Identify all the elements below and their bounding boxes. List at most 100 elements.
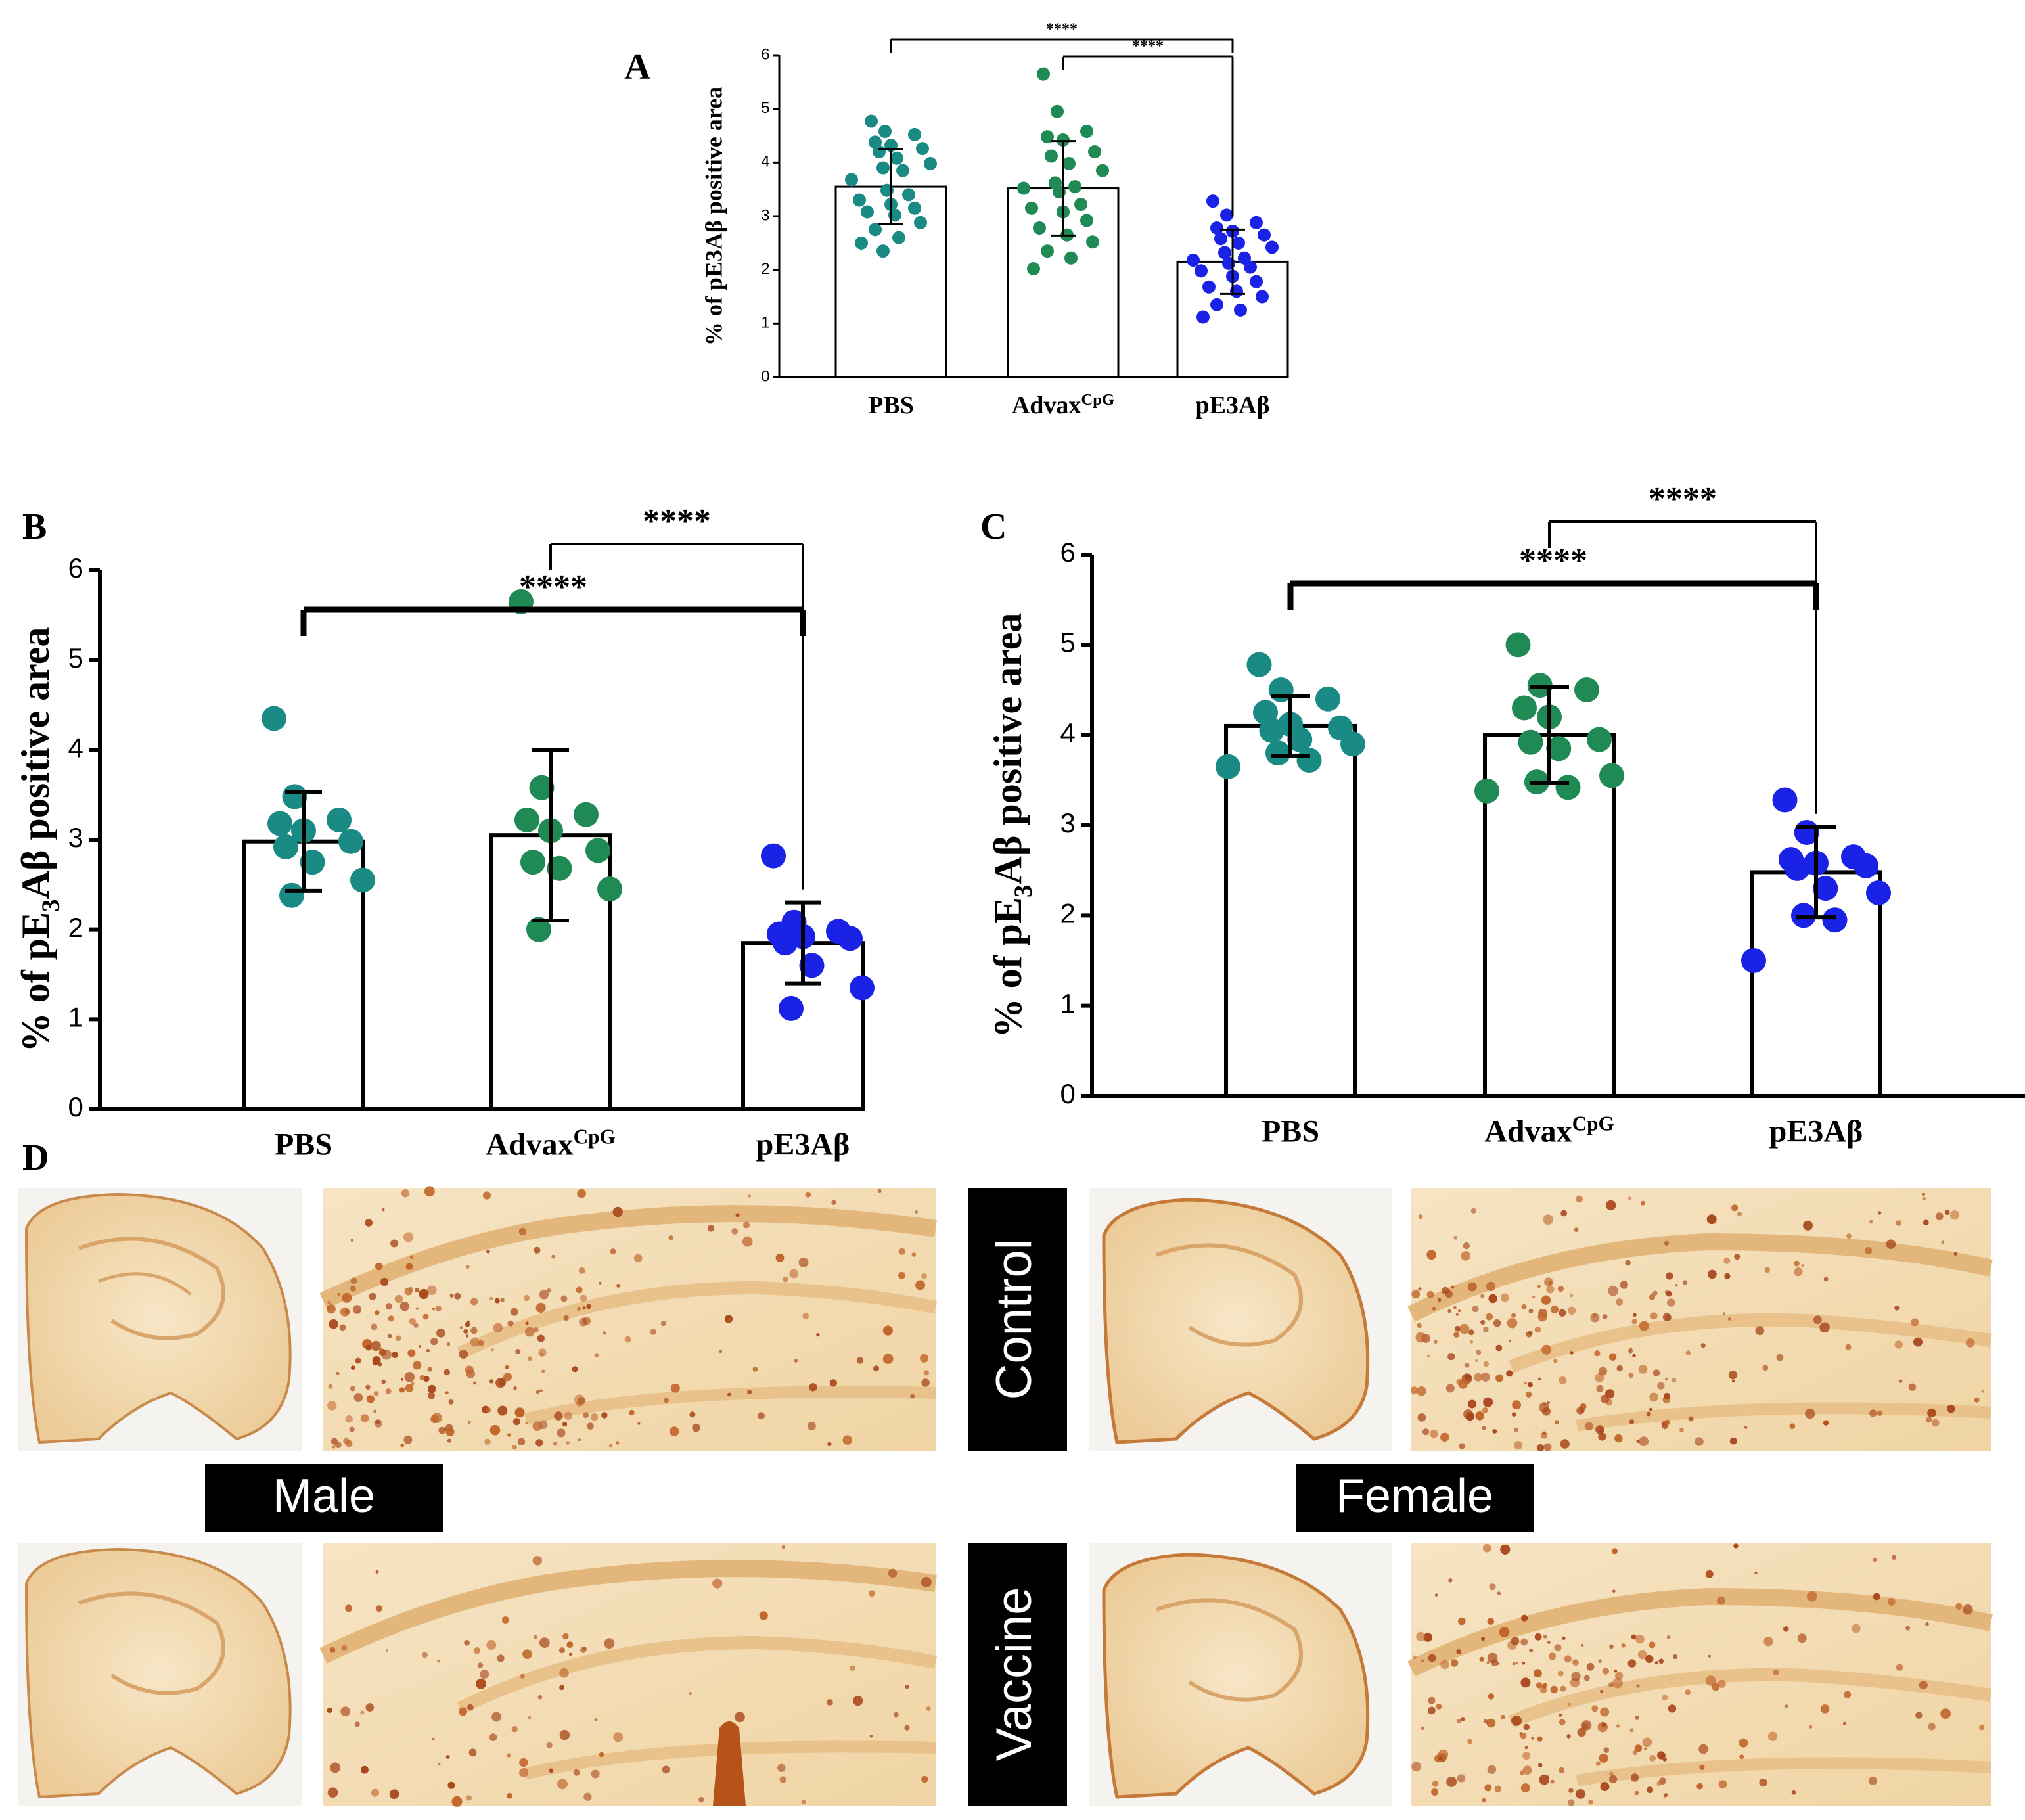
plaque-dot: [532, 1421, 543, 1431]
plaque-dot: [353, 1393, 363, 1402]
plaque-dot: [831, 1200, 836, 1206]
plaque-dot: [1649, 1392, 1658, 1402]
plaque-dot: [361, 1765, 369, 1774]
plaque-dot: [1423, 1633, 1432, 1642]
plaque-dot: [1550, 1779, 1555, 1784]
plaque-dot: [1762, 1365, 1769, 1371]
plaque-dot: [1482, 1798, 1486, 1802]
plaque-dot: [1898, 1379, 1903, 1383]
plaque-dot: [385, 1303, 392, 1310]
plaque-dot: [798, 1257, 809, 1267]
plaque-dot: [445, 1391, 449, 1395]
plaque-dot: [905, 1685, 909, 1689]
plaque-dot: [365, 1219, 373, 1227]
plaque-dot: [1739, 1754, 1744, 1760]
plaque-dot: [535, 1390, 540, 1394]
plaque-dot: [1480, 1372, 1490, 1382]
plaque-dot: [1483, 1361, 1489, 1367]
plaque-dot: [1646, 1411, 1651, 1417]
category-label-text: pE3Aβ: [1769, 1114, 1863, 1149]
plaque-dot: [748, 1194, 751, 1198]
plaque-dot: [1568, 1799, 1575, 1806]
data-point: [1265, 240, 1279, 254]
plaque-dot: [1845, 1344, 1852, 1350]
plaque-dot: [1468, 1399, 1476, 1409]
plaque-dot: [781, 1545, 786, 1549]
plaque-dot: [527, 1356, 532, 1361]
plaque-dot: [1550, 1305, 1559, 1314]
data-point: [547, 855, 572, 881]
plaque-dot: [1791, 1790, 1796, 1795]
plaque-dot: [1426, 1250, 1437, 1260]
plaque-dot: [802, 1313, 809, 1320]
plaque-dot: [1596, 1384, 1604, 1392]
plaque-dot: [405, 1384, 414, 1392]
plaque-dot: [1580, 1643, 1584, 1647]
plaque-dot: [494, 1298, 500, 1304]
plaque-dot: [869, 1590, 875, 1597]
data-point: [873, 145, 886, 158]
plaque-dot: [894, 1712, 899, 1718]
data-point: [529, 775, 555, 800]
plaque-dot: [910, 1394, 915, 1399]
plaque-dot: [1894, 1306, 1900, 1311]
plaque-dot: [1537, 1285, 1541, 1288]
plaque-dot: [413, 1323, 419, 1328]
plaque-dot: [1656, 1781, 1662, 1786]
plaque-dot: [449, 1293, 454, 1298]
plaque-dot: [1440, 1660, 1449, 1670]
plaque-dot: [401, 1378, 404, 1381]
data-point: [1518, 729, 1543, 755]
plaque-dot: [1981, 1389, 1985, 1393]
plaque-dot: [1486, 1281, 1496, 1292]
plaque-dot: [517, 1438, 526, 1445]
data-point: [1210, 298, 1223, 311]
plaque-dot: [432, 1413, 442, 1423]
plaque-dot: [1491, 1659, 1499, 1667]
plaque-dot: [451, 1796, 463, 1807]
plaque-dot: [1639, 1436, 1649, 1447]
plaque-dot: [1474, 1359, 1478, 1362]
y-tick-label: 6: [68, 553, 83, 583]
plaque-dot: [1896, 1220, 1901, 1226]
data-point: [1546, 736, 1572, 762]
plaque-dot: [576, 1286, 583, 1294]
plaque-dot: [415, 1288, 420, 1293]
data-point: [1555, 775, 1581, 800]
category-label: pE3Aβ: [1769, 1114, 1863, 1149]
plaque-dot: [1869, 1219, 1873, 1224]
plaque-dot: [1484, 1784, 1492, 1792]
plaque-dot: [350, 1285, 356, 1292]
plaque-dot: [789, 1269, 799, 1279]
plaque-dot: [1842, 1721, 1846, 1725]
data-point: [902, 188, 915, 202]
plaque-dot: [1639, 1321, 1649, 1331]
plaque-dot: [523, 1294, 530, 1302]
data-point: [1232, 236, 1245, 250]
plaque-dot: [1432, 1306, 1436, 1311]
plaque-dot: [587, 1422, 594, 1430]
plaque-dot: [524, 1327, 535, 1337]
plaque-dot: [477, 1662, 484, 1668]
vaccine-label-text: Vaccine: [986, 1587, 1042, 1762]
plaque-dot: [512, 1445, 517, 1450]
plaque-dot: [1438, 1298, 1442, 1302]
plaque-dot: [447, 1781, 455, 1789]
plaque-dot: [379, 1348, 383, 1352]
plaque-dot: [921, 1577, 932, 1587]
plaque-dot: [805, 1191, 811, 1198]
plaque-dot: [345, 1415, 353, 1423]
plaque-dot: [1481, 1637, 1486, 1641]
plaque-dot: [1803, 1220, 1813, 1231]
plaque-dot: [1963, 1604, 1973, 1615]
plaque-dot: [463, 1329, 468, 1334]
plaque-dot: [1413, 1655, 1417, 1660]
plaque-dot: [373, 1391, 379, 1396]
plaque-dot: [1666, 1290, 1672, 1297]
data-point: [1196, 310, 1210, 324]
plaque-dot: [1846, 1233, 1852, 1239]
plaque-dot: [692, 1423, 700, 1432]
female-vaccine-section-image: [1089, 1543, 1392, 1806]
plaque-dot: [1759, 1778, 1767, 1787]
plaque-dot: [1568, 1702, 1572, 1706]
